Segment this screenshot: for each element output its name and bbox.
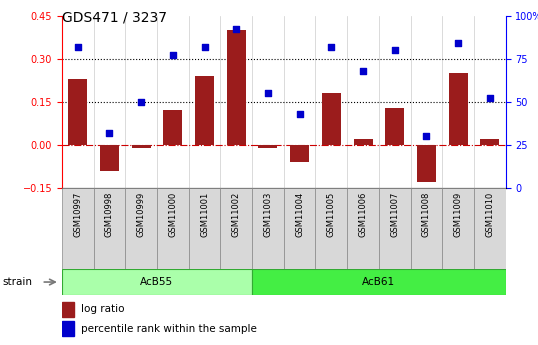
- Text: AcB55: AcB55: [140, 277, 174, 287]
- Point: [264, 90, 272, 96]
- Text: GSM11010: GSM11010: [485, 192, 494, 237]
- Text: GSM11007: GSM11007: [390, 192, 399, 237]
- Bar: [474, 188, 506, 269]
- Text: GSM10998: GSM10998: [105, 192, 114, 237]
- Text: GSM11001: GSM11001: [200, 192, 209, 237]
- Point: [454, 40, 463, 46]
- Bar: [195, 76, 214, 145]
- Bar: [62, 302, 74, 317]
- Text: GDS471 / 3237: GDS471 / 3237: [62, 10, 167, 24]
- Point: [327, 44, 336, 49]
- Bar: [410, 188, 442, 269]
- Bar: [189, 188, 221, 269]
- Text: log ratio: log ratio: [81, 305, 124, 315]
- Text: GSM11006: GSM11006: [358, 192, 367, 237]
- Bar: [252, 188, 284, 269]
- Bar: [449, 73, 468, 145]
- Bar: [353, 139, 372, 145]
- Bar: [347, 188, 379, 269]
- Bar: [221, 188, 252, 269]
- Text: GSM10997: GSM10997: [73, 192, 82, 237]
- Bar: [480, 139, 499, 145]
- Bar: [226, 30, 246, 145]
- Bar: [68, 79, 87, 145]
- Text: GSM11009: GSM11009: [454, 192, 463, 237]
- Point: [232, 27, 240, 32]
- Bar: [164, 110, 182, 145]
- Point: [422, 134, 431, 139]
- Text: GSM11004: GSM11004: [295, 192, 304, 237]
- Bar: [442, 188, 474, 269]
- Bar: [252, 269, 506, 295]
- Point: [295, 111, 304, 117]
- Point: [105, 130, 114, 136]
- Bar: [385, 108, 404, 145]
- Point: [200, 44, 209, 49]
- Bar: [62, 322, 74, 336]
- Bar: [94, 188, 125, 269]
- Bar: [290, 145, 309, 162]
- Text: GSM11003: GSM11003: [264, 192, 272, 237]
- Bar: [315, 188, 347, 269]
- Bar: [125, 188, 157, 269]
- Point: [391, 47, 399, 53]
- Bar: [417, 145, 436, 182]
- Text: strain: strain: [3, 277, 33, 287]
- Bar: [62, 188, 94, 269]
- Text: GSM11002: GSM11002: [232, 192, 240, 237]
- Bar: [132, 145, 151, 148]
- Text: GSM11005: GSM11005: [327, 192, 336, 237]
- Point: [486, 96, 494, 101]
- Bar: [322, 93, 341, 145]
- Bar: [157, 188, 189, 269]
- Bar: [284, 188, 315, 269]
- Bar: [379, 188, 410, 269]
- Point: [168, 52, 177, 58]
- Text: GSM10999: GSM10999: [137, 192, 146, 237]
- Text: GSM11008: GSM11008: [422, 192, 431, 237]
- Bar: [258, 145, 278, 148]
- Bar: [62, 269, 252, 295]
- Bar: [100, 145, 119, 171]
- Text: GSM11000: GSM11000: [168, 192, 178, 237]
- Point: [359, 68, 367, 73]
- Point: [73, 44, 82, 49]
- Text: AcB61: AcB61: [363, 277, 395, 287]
- Point: [137, 99, 145, 105]
- Text: percentile rank within the sample: percentile rank within the sample: [81, 324, 257, 334]
